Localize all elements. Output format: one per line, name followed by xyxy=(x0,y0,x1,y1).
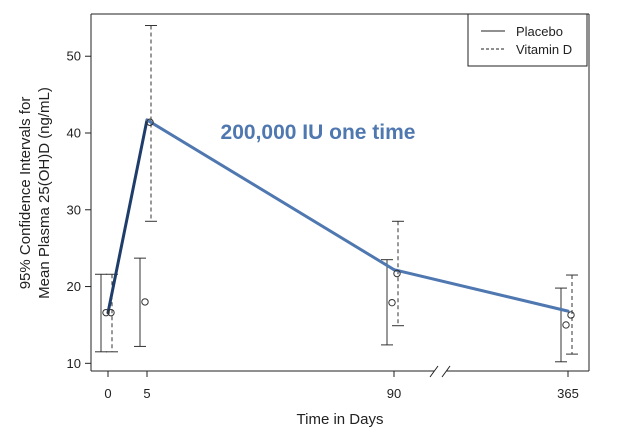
chart-labels: Time in Days 95% Confidence Intervals for… xyxy=(17,87,415,428)
trend-line xyxy=(106,118,570,315)
legend: Placebo Vitamin D xyxy=(467,13,588,67)
axis-break-mark xyxy=(441,365,451,378)
mean-marker xyxy=(393,269,401,278)
mean-marker xyxy=(107,308,115,317)
mean-marker xyxy=(388,298,396,307)
y-axis-title: Mean Plasma 25(OH)D (ng/mL) xyxy=(36,87,53,299)
x-tick-label: 90 xyxy=(387,386,401,401)
error-bars xyxy=(95,25,578,363)
x-axis-title: Time in Days xyxy=(297,411,384,428)
mean-marker xyxy=(146,118,154,126)
trend-line-segment xyxy=(145,118,396,272)
mean-marker xyxy=(141,298,149,306)
mean-marker xyxy=(567,311,575,319)
annotation-label: 200,000 IU one time xyxy=(221,121,416,144)
mean-marker xyxy=(102,308,110,317)
x-tick-label: 0 xyxy=(104,386,111,401)
trend-line-segment xyxy=(106,118,149,315)
chart-axes: 10 20 30 40 50 0 5 90 365 xyxy=(67,13,590,401)
x-tick-label: 5 xyxy=(143,386,150,401)
y-tick-label: 40 xyxy=(67,126,81,141)
y-tick-label: 30 xyxy=(67,202,81,217)
axis-break-mark xyxy=(429,365,439,378)
trend-line-segment xyxy=(392,268,570,313)
x-tick-label: 365 xyxy=(557,386,579,401)
y-tick-label: 20 xyxy=(67,279,81,294)
mean-marker xyxy=(562,321,570,329)
y-tick-label: 50 xyxy=(67,49,81,64)
y-tick-label: 10 xyxy=(67,356,81,371)
legend-box xyxy=(467,13,588,67)
legend-label: Vitamin D xyxy=(516,42,572,57)
data-markers xyxy=(102,118,575,329)
legend-label: Placebo xyxy=(516,24,563,39)
y-axis-title: 95% Confidence Intervals for xyxy=(17,97,34,290)
